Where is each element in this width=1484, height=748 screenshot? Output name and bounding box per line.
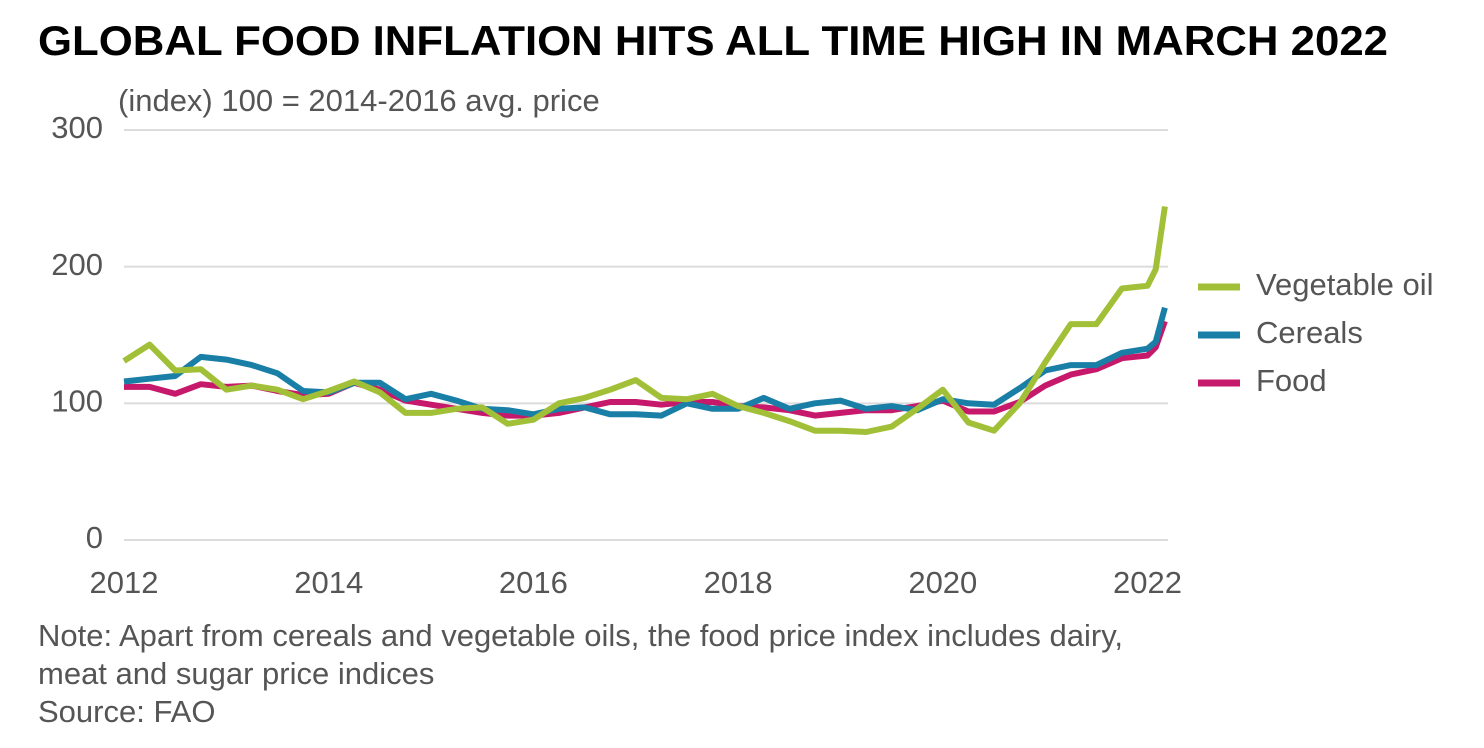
y-tick-label: 100 xyxy=(51,384,103,419)
series-line xyxy=(124,320,1168,419)
x-tick-label: 2020 xyxy=(908,565,977,600)
x-tick-label: 2016 xyxy=(499,565,568,600)
legend-label: Vegetable oil xyxy=(1256,267,1434,302)
x-tick-label: 2018 xyxy=(704,565,773,600)
y-tick-label: 300 xyxy=(51,110,103,145)
legend-label: Food xyxy=(1256,363,1327,398)
y-tick-label: 0 xyxy=(86,520,103,555)
x-tick-label: 2022 xyxy=(1113,565,1182,600)
series-line xyxy=(123,306,1168,419)
y-axis-label: (index) 100 = 2014-2016 avg. price xyxy=(118,83,600,118)
source: Source: FAO xyxy=(38,694,215,729)
legend-label: Cereals xyxy=(1256,315,1363,350)
note: Note: Apart from cereals and vegetable o… xyxy=(38,618,1123,653)
x-tick-label: 2014 xyxy=(294,565,363,600)
chart-title: GLOBAL FOOD INFLATION HITS ALL TIME HIGH… xyxy=(38,17,1388,64)
series-line xyxy=(122,206,1168,435)
y-tick-label: 200 xyxy=(51,247,103,282)
x-tick-label: 2012 xyxy=(90,565,159,600)
note: meat and sugar price indices xyxy=(38,656,434,691)
